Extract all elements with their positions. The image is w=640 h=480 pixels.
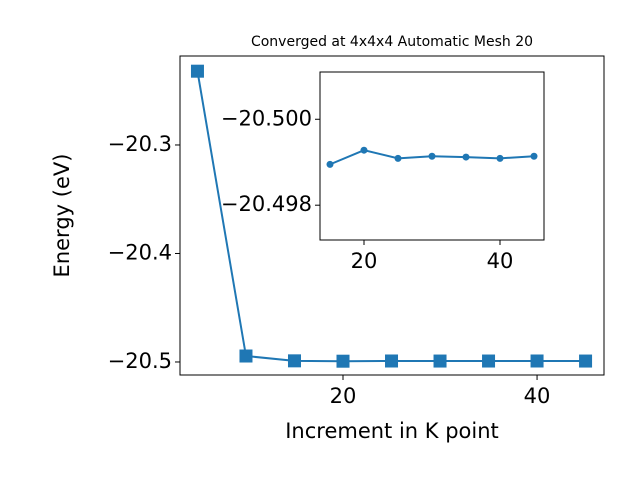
marker bbox=[482, 354, 496, 368]
x-tick-label: 20 bbox=[330, 384, 357, 408]
marker bbox=[385, 354, 399, 368]
y-tick-label: −20.498 bbox=[221, 192, 312, 216]
marker bbox=[579, 354, 593, 368]
y-tick-label: −20.5 bbox=[108, 349, 172, 373]
x-axis-label: Increment in K point bbox=[285, 419, 499, 443]
y-tick-label: −20.500 bbox=[221, 106, 312, 130]
marker bbox=[326, 160, 334, 168]
marker bbox=[428, 152, 436, 160]
marker bbox=[433, 354, 447, 368]
marker bbox=[287, 354, 301, 368]
x-tick-label: 40 bbox=[487, 249, 514, 273]
x-tick-label: 40 bbox=[524, 384, 551, 408]
marker bbox=[394, 154, 402, 162]
marker bbox=[336, 354, 350, 368]
marker bbox=[530, 354, 544, 368]
y-axis-label: Energy (eV) bbox=[50, 154, 74, 278]
marker bbox=[190, 64, 204, 78]
marker bbox=[530, 152, 538, 160]
x-tick-label: 20 bbox=[351, 249, 378, 273]
marker bbox=[239, 349, 253, 363]
marker bbox=[462, 153, 470, 161]
y-tick-label: −20.4 bbox=[108, 240, 172, 264]
y-tick-label: −20.3 bbox=[108, 132, 172, 156]
marker bbox=[496, 154, 504, 162]
chart-title: Converged at 4x4x4 Automatic Mesh 20 bbox=[251, 34, 533, 50]
marker bbox=[360, 146, 368, 154]
